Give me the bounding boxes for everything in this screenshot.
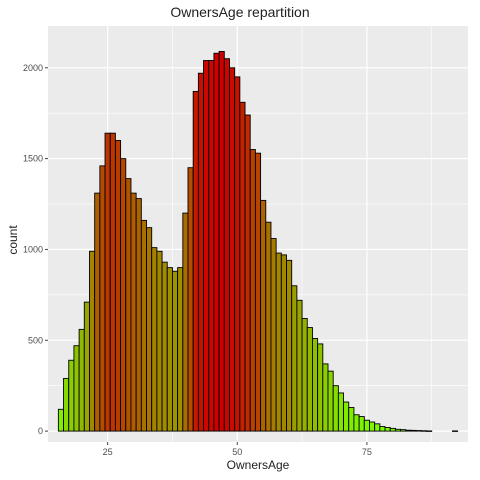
histogram-bar xyxy=(270,238,277,432)
histogram-bar xyxy=(384,427,391,432)
histogram-bar xyxy=(317,343,324,432)
histogram-bar xyxy=(161,261,168,432)
histogram-bar xyxy=(348,407,355,432)
histogram-bar xyxy=(337,392,345,432)
histogram-bar xyxy=(405,429,412,432)
histogram-bar xyxy=(265,221,272,432)
histogram-bar xyxy=(410,429,417,432)
histogram-bar xyxy=(415,430,422,432)
y-axis-label: count xyxy=(6,225,20,255)
histogram-bar xyxy=(451,430,459,432)
histogram-bar xyxy=(140,219,147,432)
histogram-bar xyxy=(125,178,132,432)
histogram-bar xyxy=(182,212,189,432)
histogram-bar xyxy=(239,101,246,432)
histogram-bar xyxy=(104,132,111,432)
histogram-bar xyxy=(109,132,116,432)
histogram-bar xyxy=(130,192,137,432)
histogram-bar xyxy=(68,359,75,432)
histogram-bar xyxy=(177,267,184,432)
histogram-bar xyxy=(89,250,96,432)
histogram-bar xyxy=(192,90,199,432)
histogram-bar xyxy=(322,363,329,432)
histogram-bar xyxy=(171,270,179,432)
y-tick-label: 1500 xyxy=(23,154,43,164)
y-tick-label: 2000 xyxy=(23,63,43,73)
histogram-bar xyxy=(166,267,173,432)
histogram-bar xyxy=(234,76,241,432)
histogram-bar xyxy=(78,328,85,432)
histogram-bar xyxy=(63,377,70,432)
histogram-bar xyxy=(208,60,215,432)
histogram-bar xyxy=(244,114,251,432)
histogram-bar xyxy=(203,60,210,432)
histogram-bar xyxy=(135,198,142,432)
histogram-bar xyxy=(120,158,127,432)
chart-title: OwnersAge repartition xyxy=(170,4,310,20)
histogram-bar xyxy=(83,301,90,432)
histogram-bar xyxy=(114,139,122,432)
histogram-bar xyxy=(254,152,262,432)
histogram-bar xyxy=(260,199,267,432)
histogram-bar xyxy=(197,72,205,432)
histogram-bar xyxy=(374,423,381,432)
histogram-bar xyxy=(218,50,225,432)
histogram-bar xyxy=(187,167,194,432)
histogram-bar xyxy=(156,250,163,432)
histogram-bar xyxy=(327,370,334,432)
histogram-bar xyxy=(363,419,370,432)
histogram-bar xyxy=(426,430,433,432)
histogram-bar xyxy=(332,385,339,432)
histogram-bar xyxy=(223,58,230,432)
histogram-bar xyxy=(296,299,303,432)
histogram-bar xyxy=(286,259,293,432)
histogram-bar xyxy=(379,426,386,432)
histogram-bar xyxy=(73,345,80,432)
histogram-bar xyxy=(291,285,298,432)
x-tick-label: 50 xyxy=(232,447,242,457)
y-tick-label: 0 xyxy=(38,426,43,436)
histogram-bar xyxy=(151,247,158,432)
histogram-bar xyxy=(94,192,101,432)
histogram-bar xyxy=(369,421,376,432)
histogram-bar xyxy=(275,252,282,432)
histogram-bar xyxy=(400,429,407,432)
histogram-bar xyxy=(229,67,236,432)
histogram-bar xyxy=(343,401,350,432)
histogram-bar xyxy=(249,149,256,432)
histogram-bar xyxy=(311,338,319,432)
histogram-bar xyxy=(353,414,360,432)
histogram-bar xyxy=(280,254,287,432)
histogram-bar xyxy=(306,327,313,432)
x-tick-label: 75 xyxy=(362,447,372,457)
histogram-bar xyxy=(301,318,308,432)
y-tick-label: 1000 xyxy=(23,244,43,254)
histogram-bar xyxy=(99,165,106,432)
y-tick-label: 500 xyxy=(28,335,43,345)
histogram-bar xyxy=(420,430,427,432)
histogram-bar xyxy=(358,416,365,432)
histogram-bar xyxy=(213,52,220,432)
histogram-bar xyxy=(389,427,396,432)
histogram-bar xyxy=(394,428,402,432)
x-axis-label: OwnersAge xyxy=(226,458,290,472)
x-tick-label: 25 xyxy=(103,447,113,457)
histogram-bar xyxy=(146,227,153,432)
histogram-bar xyxy=(57,408,65,432)
